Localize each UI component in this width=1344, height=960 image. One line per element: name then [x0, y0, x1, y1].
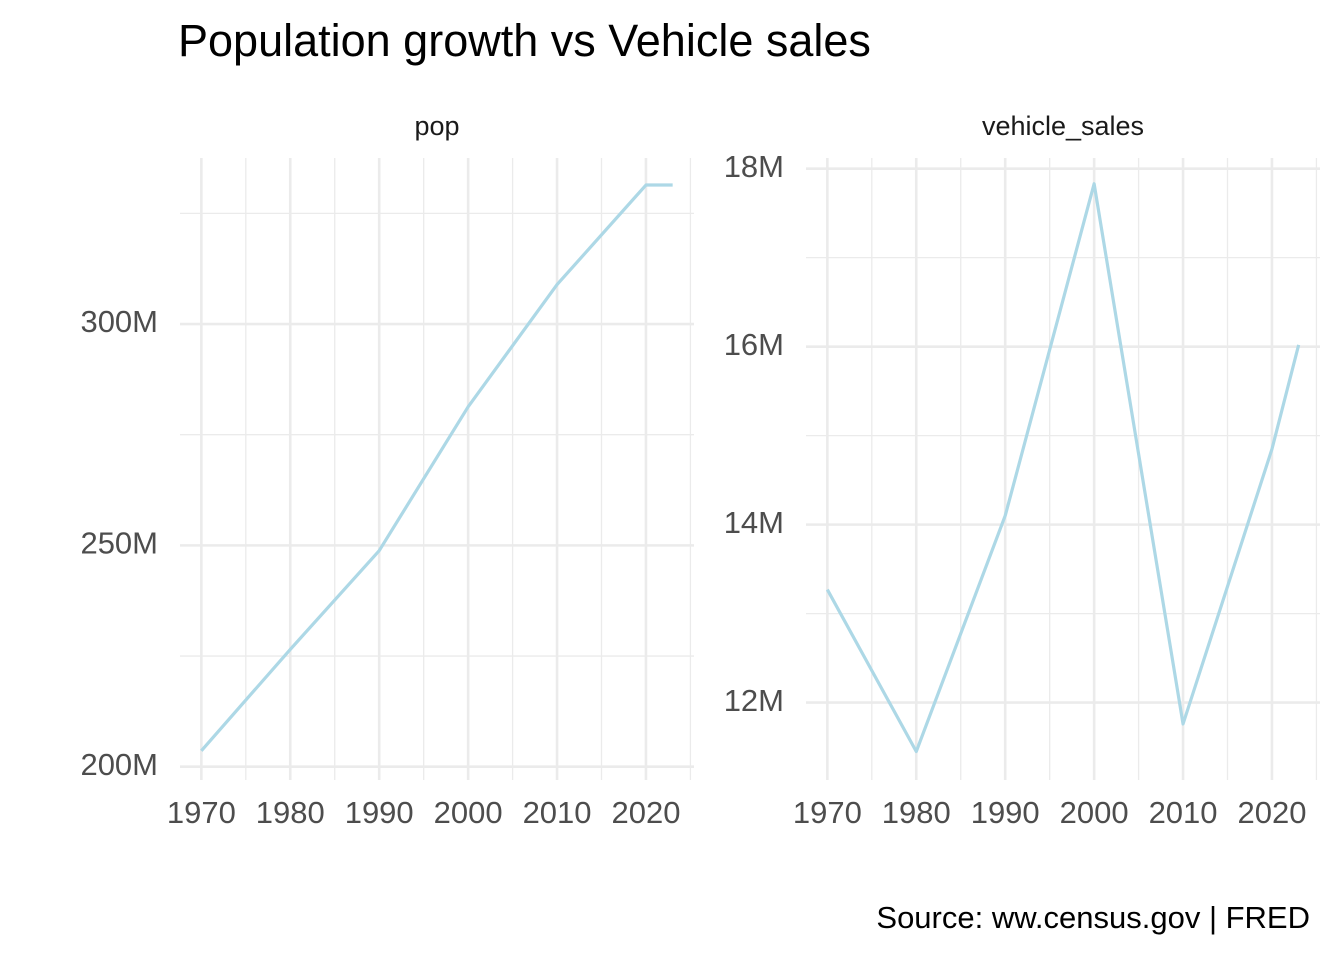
chart-title: Population growth vs Vehicle sales [178, 15, 871, 66]
x-tick-label: 1990 [345, 795, 414, 830]
y-tick-label: 200M [80, 747, 158, 782]
panel-title: pop [414, 111, 459, 141]
y-tick-label: 14M [724, 505, 784, 540]
x-tick-label: 2010 [523, 795, 592, 830]
x-tick-label: 2020 [611, 795, 680, 830]
x-tick-label: 1970 [793, 795, 862, 830]
x-tick-label: 2000 [434, 795, 503, 830]
caption: Source: ww.census.gov | FRED [876, 900, 1310, 935]
x-tick-label: 1980 [882, 795, 951, 830]
x-tick-label: 1970 [167, 795, 236, 830]
x-tick-label: 2020 [1237, 795, 1306, 830]
y-tick-label: 250M [80, 526, 158, 561]
y-tick-label: 16M [724, 327, 784, 362]
panel-title: vehicle_sales [982, 111, 1144, 141]
y-tick-label: 12M [724, 683, 784, 718]
x-tick-label: 1980 [256, 795, 325, 830]
x-tick-label: 2000 [1060, 795, 1129, 830]
y-tick-label: 300M [80, 304, 158, 339]
x-tick-label: 1990 [971, 795, 1040, 830]
x-tick-label: 2010 [1149, 795, 1218, 830]
line [825, 182, 1301, 754]
y-tick-label: 18M [724, 149, 784, 184]
line [200, 183, 673, 752]
